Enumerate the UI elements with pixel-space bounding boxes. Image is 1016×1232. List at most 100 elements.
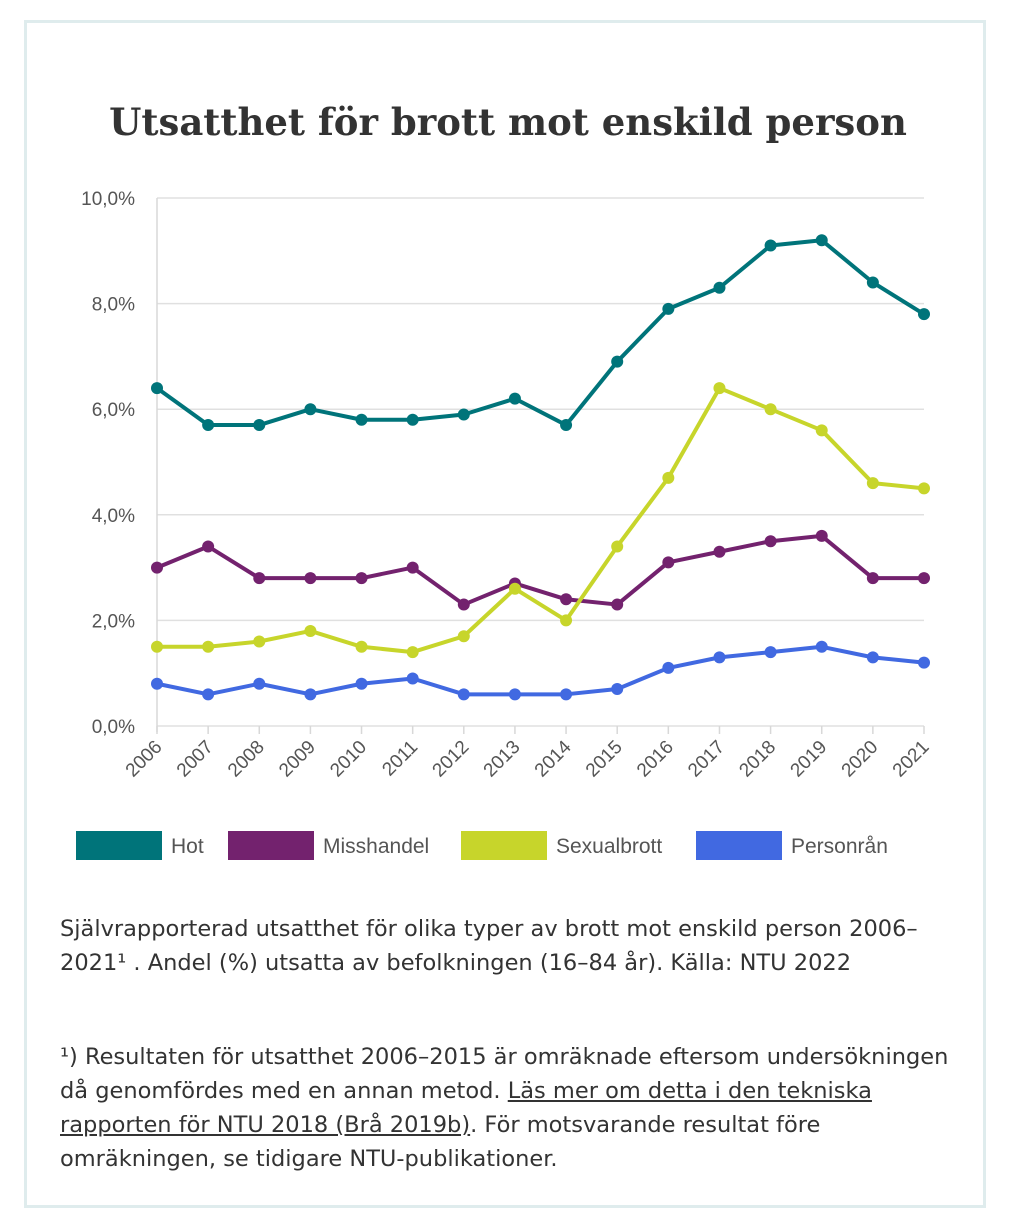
data-point[interactable] <box>560 593 573 606</box>
legend: Hot Misshandel Sexualbrott Personrån <box>76 831 888 860</box>
data-point[interactable] <box>713 545 726 558</box>
data-point[interactable] <box>918 656 930 669</box>
data-point[interactable] <box>202 640 215 653</box>
data-point[interactable] <box>560 688 573 701</box>
data-point[interactable] <box>560 419 573 432</box>
data-point[interactable] <box>815 424 828 437</box>
data-point[interactable] <box>713 651 726 664</box>
y-tick-label: 10,0% <box>81 189 135 210</box>
data-point[interactable] <box>662 471 675 484</box>
data-point[interactable] <box>253 419 266 432</box>
data-point[interactable] <box>304 688 317 701</box>
data-point[interactable] <box>151 382 163 395</box>
data-point[interactable] <box>406 646 419 659</box>
data-point[interactable] <box>457 408 470 421</box>
x-tick-label: 2017 <box>684 737 729 782</box>
legend-item[interactable]: Personrån <box>696 831 888 860</box>
x-tick-label: 2021 <box>889 737 934 782</box>
data-point[interactable] <box>304 624 317 637</box>
x-tick-label: 2009 <box>275 737 320 782</box>
footnote-text: ¹) Resultaten för utsatthet 2006–2015 är… <box>60 1044 949 1104</box>
data-point[interactable] <box>866 276 879 289</box>
x-tick-label: 2016 <box>633 737 678 782</box>
data-point[interactable] <box>304 403 317 416</box>
data-point[interactable] <box>713 281 726 294</box>
series-misshandel <box>151 529 930 611</box>
data-point[interactable] <box>151 640 163 653</box>
series-line <box>156 533 924 607</box>
data-point[interactable] <box>662 302 675 315</box>
data-point[interactable] <box>764 403 777 416</box>
data-point[interactable] <box>508 392 521 405</box>
data-point[interactable] <box>253 677 266 690</box>
x-axis-ticks: 2006 2007 2008 2009 2010 2011 2012 2013 2014 2015… <box>122 726 934 781</box>
data-point[interactable] <box>457 688 470 701</box>
x-tick-label: 2020 <box>838 737 883 782</box>
data-point[interactable] <box>764 239 777 252</box>
data-point[interactable] <box>355 413 368 426</box>
x-tick-label: 2010 <box>326 737 371 782</box>
x-tick-label: 2008 <box>224 737 269 782</box>
series-sexualbrott <box>151 382 930 659</box>
data-point[interactable] <box>918 572 930 585</box>
footnote-text-end: . För motsvarande resultat före omräknin… <box>60 1112 821 1172</box>
technical-report-link[interactable]: Läs mer om detta i den tekniska rapporte… <box>60 1078 872 1138</box>
data-point[interactable] <box>866 572 879 585</box>
data-point[interactable] <box>355 677 368 690</box>
data-point[interactable] <box>304 572 317 585</box>
data-point[interactable] <box>406 561 419 574</box>
data-point[interactable] <box>611 355 624 368</box>
data-point[interactable] <box>815 640 828 653</box>
data-point[interactable] <box>866 477 879 490</box>
x-tick-label: 2006 <box>122 737 167 782</box>
x-tick-label: 2011 <box>378 737 422 781</box>
data-point[interactable] <box>355 640 368 653</box>
x-tick-label: 2014 <box>531 736 576 781</box>
data-point[interactable] <box>918 308 930 321</box>
data-point[interactable] <box>457 630 470 643</box>
series-line <box>155 238 926 428</box>
data-point[interactable] <box>611 683 624 696</box>
data-point[interactable] <box>202 419 215 432</box>
data-point[interactable] <box>764 535 777 548</box>
data-point[interactable] <box>355 572 368 585</box>
x-tick-label: 2018 <box>735 737 780 782</box>
legend-swatch <box>228 831 314 860</box>
data-point[interactable] <box>815 234 828 247</box>
data-point[interactable] <box>611 540 624 553</box>
data-point[interactable] <box>202 688 215 701</box>
series-hot <box>151 234 930 432</box>
footnote: ¹) Resultaten för utsatthet 2006–2015 är… <box>60 1040 960 1176</box>
data-point[interactable] <box>406 672 419 685</box>
y-tick-label: 8,0% <box>92 295 135 316</box>
data-point[interactable] <box>662 661 675 674</box>
data-point[interactable] <box>151 561 163 574</box>
data-point[interactable] <box>151 677 163 690</box>
data-point[interactable] <box>253 572 266 585</box>
y-tick-label: 0,0% <box>92 717 135 738</box>
legend-item[interactable]: Sexualbrott <box>461 831 662 860</box>
data-point[interactable] <box>662 556 675 569</box>
legend-label: Sexualbrott <box>556 835 662 858</box>
data-point[interactable] <box>508 582 521 595</box>
data-point[interactable] <box>713 382 726 395</box>
y-tick-label: 2,0% <box>92 611 135 632</box>
data-point[interactable] <box>202 540 215 553</box>
y-tick-label: 6,0% <box>92 400 135 421</box>
data-point[interactable] <box>253 635 266 648</box>
legend-item[interactable]: Hot <box>76 831 204 860</box>
data-point[interactable] <box>815 529 828 542</box>
data-point[interactable] <box>508 688 521 701</box>
series-line <box>156 644 925 697</box>
data-point[interactable] <box>611 598 624 611</box>
legend-label: Personrån <box>791 835 888 858</box>
data-point[interactable] <box>406 413 419 426</box>
legend-item[interactable]: Misshandel <box>228 831 429 860</box>
data-point[interactable] <box>764 646 777 659</box>
line-chart: 0,0%2,0%4,0%6,0%8,0%10,0% 2006 2007 2008 20… <box>76 189 934 860</box>
series-line <box>157 386 925 655</box>
data-point[interactable] <box>457 598 470 611</box>
data-point[interactable] <box>866 651 879 664</box>
data-point[interactable] <box>918 482 930 495</box>
data-point[interactable] <box>560 614 573 627</box>
